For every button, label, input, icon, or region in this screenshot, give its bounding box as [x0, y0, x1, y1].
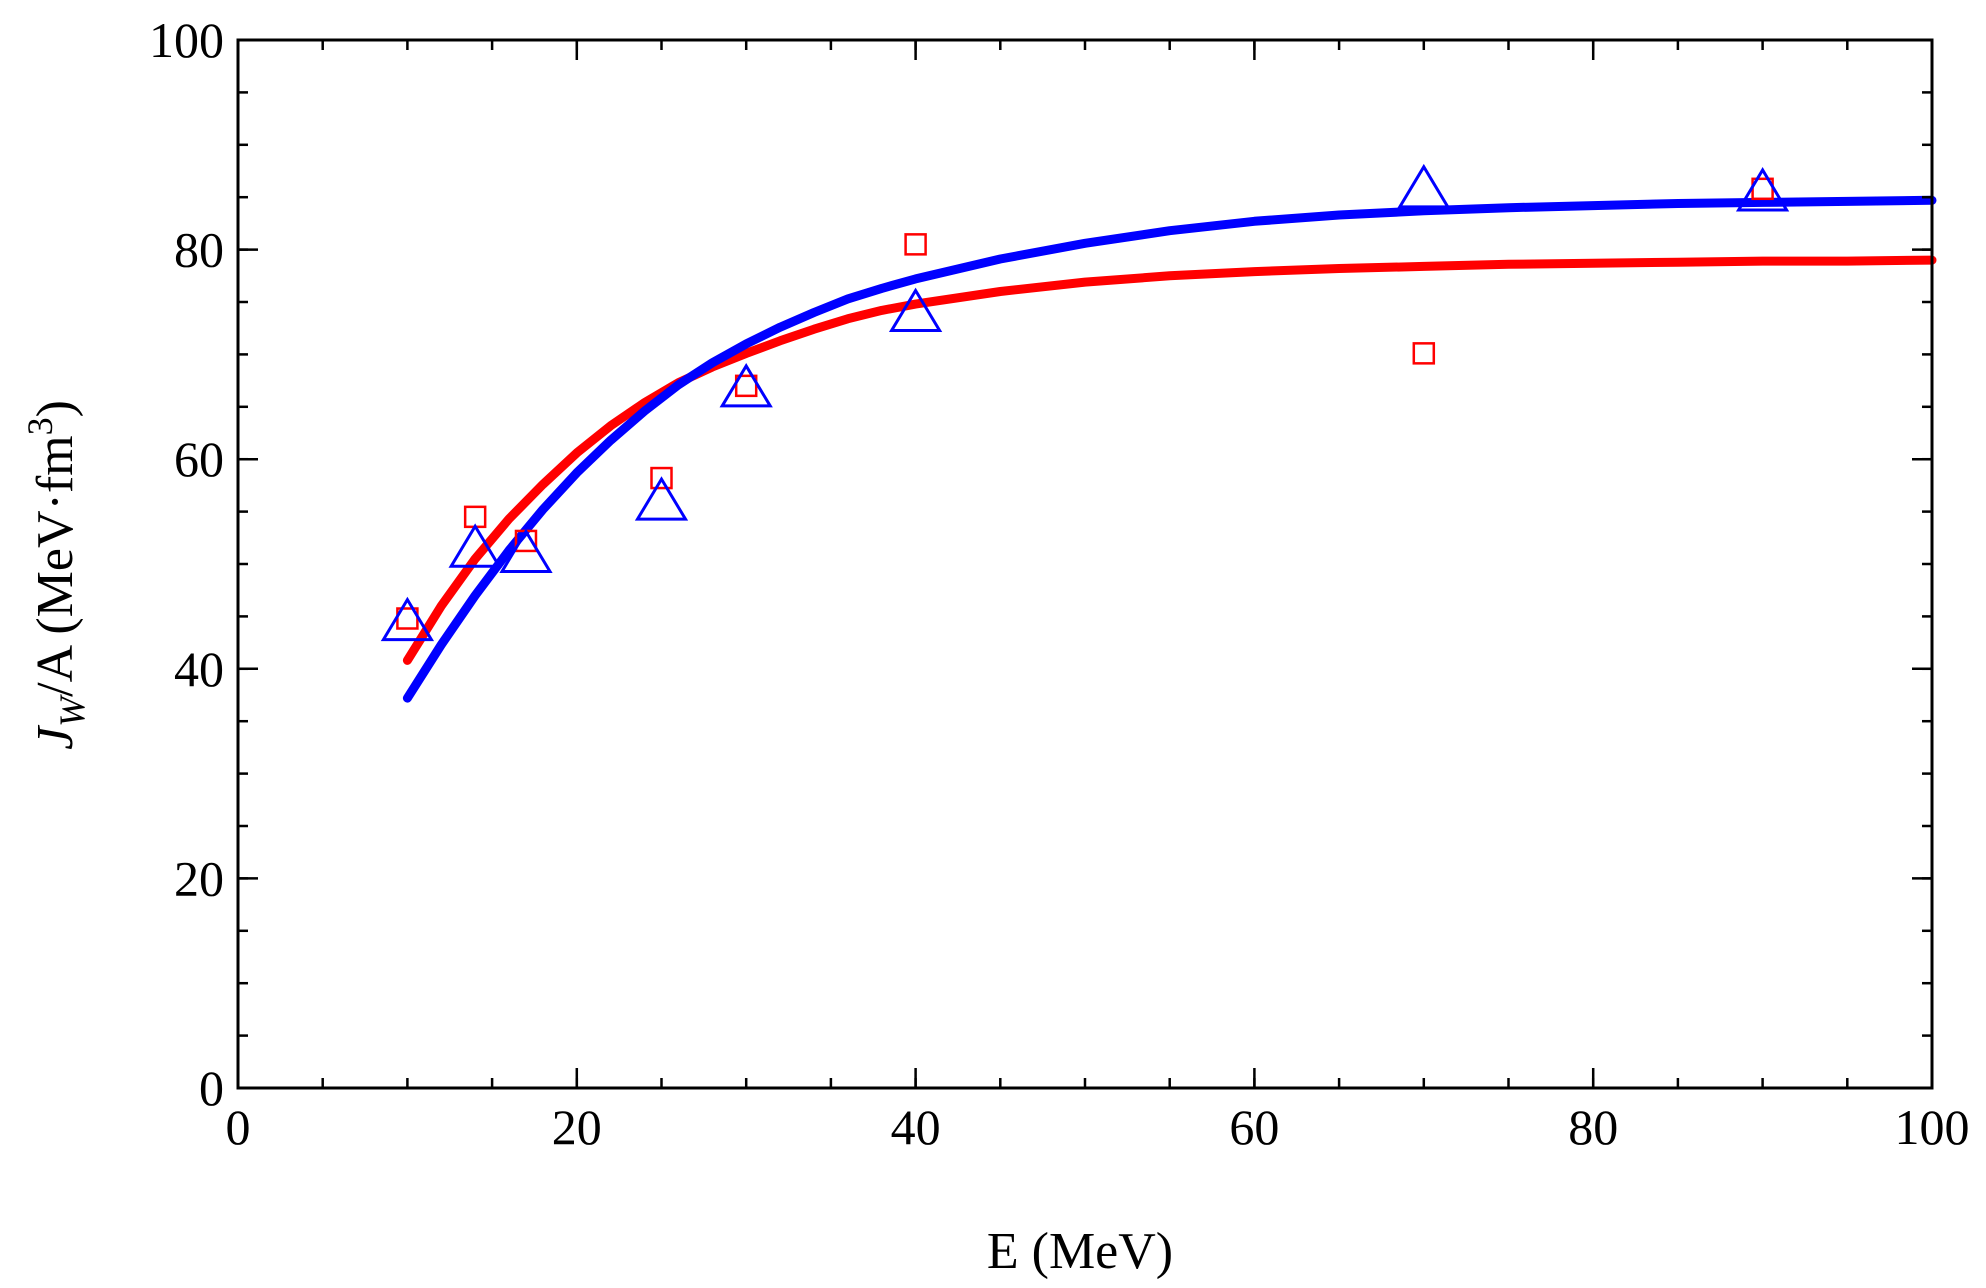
x-tick-label: 40	[891, 1099, 941, 1155]
x-tick-label: 20	[552, 1099, 602, 1155]
square-marker	[734, 374, 758, 398]
x-tick-label: 80	[1568, 1099, 1618, 1155]
triangle-marker	[634, 476, 689, 521]
triangle-marker	[888, 287, 943, 332]
x-tick-label: 100	[1895, 1099, 1970, 1155]
y-tick-label: 20	[174, 850, 224, 906]
x-axis-label: E (MeV)	[987, 1223, 1173, 1280]
triangle-marker	[719, 363, 773, 408]
y-axis-label-symbol: J	[27, 724, 84, 750]
plot-frame	[236, 38, 1934, 1090]
fit-curve-1	[402, 255, 1937, 665]
y-tick-label: 0	[199, 1060, 224, 1116]
y-tick-label: 60	[174, 431, 224, 487]
triangle-marker	[499, 528, 553, 574]
y-axis-label-close: )	[27, 400, 84, 417]
fit-curve-2	[402, 195, 1937, 703]
triangle-marker	[448, 523, 502, 568]
fit-curves	[402, 195, 1937, 703]
y-tick-label: 80	[174, 222, 224, 278]
y-axis-label-superscript: 3	[20, 417, 60, 435]
triangle-marker	[1735, 167, 1790, 212]
x-tick-label: 0	[226, 1099, 251, 1155]
square-marker	[650, 466, 673, 490]
y-axis-label-subscript: W	[52, 694, 92, 727]
axis-ticks	[236, 38, 1934, 1090]
triangle-marker	[1397, 163, 1451, 209]
y-axis-label-unit: /A (MeV·fm	[27, 435, 84, 696]
square-marker	[904, 233, 927, 256]
square-marker	[1412, 342, 1436, 365]
tick-labels: 0 20 40 60 80 100 0 20 40 60 80 100	[149, 12, 1970, 1155]
x-tick-label: 60	[1229, 1099, 1279, 1155]
data-points	[380, 163, 1790, 642]
y-axis-label: JW/A (MeV·fm3)	[20, 400, 92, 750]
y-tick-label: 40	[174, 641, 224, 697]
y-tick-label: 100	[149, 12, 224, 68]
triangle-marker	[380, 596, 435, 642]
